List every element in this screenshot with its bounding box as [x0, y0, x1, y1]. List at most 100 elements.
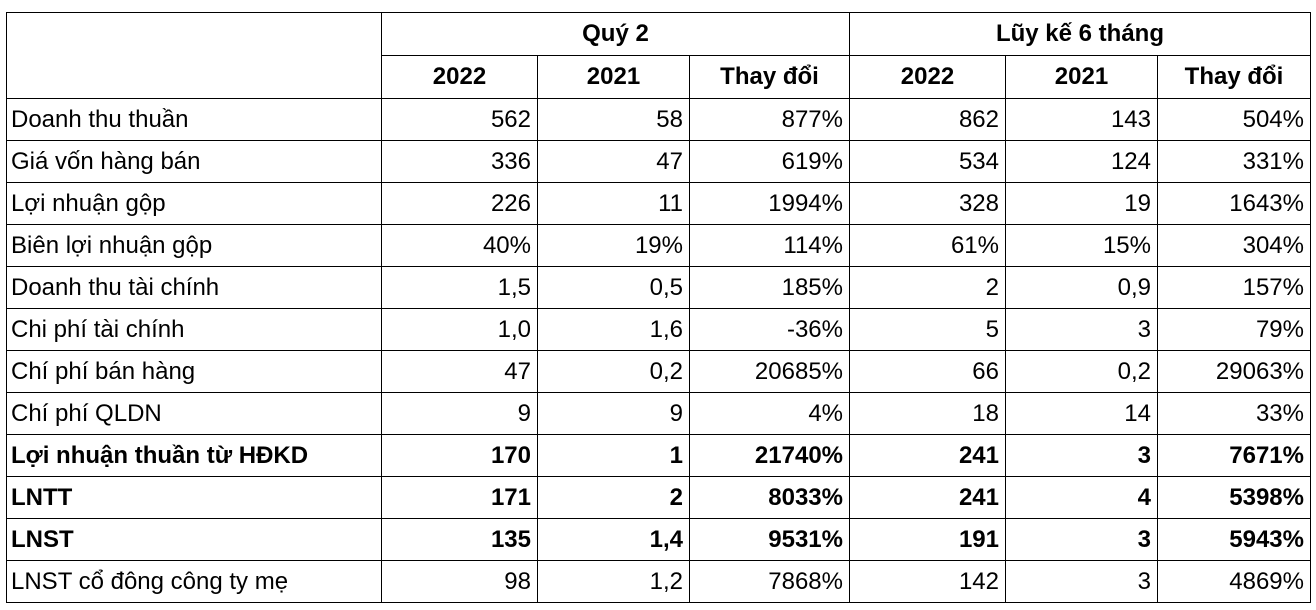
row-label: Biên lợi nhuận gộp: [6, 224, 382, 267]
financial-results-table: Quý 2 Lũy kế 6 tháng 2022 2021 Thay đổi …: [6, 12, 1311, 603]
sub-header-cell: 2021: [537, 55, 690, 99]
value-cell: 0,5: [537, 266, 690, 309]
row-label: LNST: [6, 518, 382, 561]
value-cell: 47: [381, 350, 538, 393]
value-cell: 0,2: [537, 350, 690, 393]
row-label: Doanh thu thuần: [6, 98, 382, 141]
value-cell: 20685%: [689, 350, 850, 393]
row-label: Chí phí bán hàng: [6, 350, 382, 393]
value-cell: 157%: [1157, 266, 1311, 309]
value-cell: 124: [1005, 140, 1158, 183]
row-label: LNTT: [6, 476, 382, 519]
row-label: Chi phí tài chính: [6, 308, 382, 351]
row-label: Giá vốn hàng bán: [6, 140, 382, 183]
value-cell: 226: [381, 182, 538, 225]
value-cell: 7671%: [1157, 434, 1311, 477]
value-cell: 3: [1005, 434, 1158, 477]
value-cell: 1,4: [537, 518, 690, 561]
corner-cell: [6, 12, 382, 99]
value-cell: 534: [849, 140, 1006, 183]
value-cell: 14: [1005, 392, 1158, 435]
value-cell: 5398%: [1157, 476, 1311, 519]
value-cell: 18: [849, 392, 1006, 435]
value-cell: 504%: [1157, 98, 1311, 141]
table-row: Doanh thu thuần 562 58 877% 862 143 504%: [6, 98, 1311, 141]
row-label: Doanh thu tài chính: [6, 266, 382, 309]
value-cell: 29063%: [1157, 350, 1311, 393]
value-cell: 19%: [537, 224, 690, 267]
value-cell: 191: [849, 518, 1006, 561]
sub-header-cell: 2022: [849, 55, 1006, 99]
value-cell: 11: [537, 182, 690, 225]
table-row: LNST cổ đông công ty mẹ 98 1,2 7868% 142 3 486…: [6, 560, 1311, 603]
table-row: Chí phí bán hàng 47 0,2 20685% 66 0,2 29063%: [6, 350, 1311, 393]
value-cell: 58: [537, 98, 690, 141]
value-cell: 61%: [849, 224, 1006, 267]
value-cell: 1994%: [689, 182, 850, 225]
value-cell: 185%: [689, 266, 850, 309]
value-cell: 21740%: [689, 434, 850, 477]
value-cell: 0,2: [1005, 350, 1158, 393]
value-cell: 241: [849, 476, 1006, 519]
table-row: Giá vốn hàng bán 336 47 619% 534 124 331%: [6, 140, 1311, 183]
value-cell: 142: [849, 560, 1006, 603]
value-cell: 5: [849, 308, 1006, 351]
value-cell: 1,5: [381, 266, 538, 309]
value-cell: 562: [381, 98, 538, 141]
row-label: LNST cổ đông công ty mẹ: [6, 560, 382, 603]
sub-header-cell: Thay đổi: [689, 55, 850, 99]
table-row: Chí phí QLDN 9 9 4% 18 14 33%: [6, 392, 1311, 435]
value-cell: 2: [537, 476, 690, 519]
table-row: Lợi nhuận gộp 226 11 1994% 328 19 1643%: [6, 182, 1311, 225]
value-cell: 47: [537, 140, 690, 183]
value-cell: -36%: [689, 308, 850, 351]
value-cell: 135: [381, 518, 538, 561]
value-cell: 619%: [689, 140, 850, 183]
value-cell: 0,9: [1005, 266, 1158, 309]
value-cell: 1,2: [537, 560, 690, 603]
table-body: Doanh thu thuần 562 58 877% 862 143 504% Giá vố…: [6, 98, 1311, 603]
value-cell: 9: [537, 392, 690, 435]
sub-header-cell: Thay đổi: [1157, 55, 1311, 99]
row-label: Lợi nhuận gộp: [6, 182, 382, 225]
value-cell: 2: [849, 266, 1006, 309]
table-row: LNST 135 1,4 9531% 191 3 5943%: [6, 518, 1311, 561]
value-cell: 4869%: [1157, 560, 1311, 603]
value-cell: 336: [381, 140, 538, 183]
value-cell: 4%: [689, 392, 850, 435]
value-cell: 877%: [689, 98, 850, 141]
value-cell: 98: [381, 560, 538, 603]
table-row: Lợi nhuận thuần từ HĐKD 170 1 21740% 241 3 767…: [6, 434, 1311, 477]
value-cell: 3: [1005, 308, 1158, 351]
value-cell: 3: [1005, 560, 1158, 603]
value-cell: 331%: [1157, 140, 1311, 183]
value-cell: 1,6: [537, 308, 690, 351]
value-cell: 9: [381, 392, 538, 435]
value-cell: 241: [849, 434, 1006, 477]
value-cell: 4: [1005, 476, 1158, 519]
row-label: Lợi nhuận thuần từ HĐKD: [6, 434, 382, 477]
value-cell: 114%: [689, 224, 850, 267]
table-row: Biên lợi nhuận gộp 40% 19% 114% 61% 15% 304%: [6, 224, 1311, 267]
value-cell: 40%: [381, 224, 538, 267]
value-cell: 8033%: [689, 476, 850, 519]
value-cell: 19: [1005, 182, 1158, 225]
group-header-six-months: Lũy kế 6 tháng: [849, 12, 1311, 56]
value-cell: 304%: [1157, 224, 1311, 267]
value-cell: 66: [849, 350, 1006, 393]
value-cell: 862: [849, 98, 1006, 141]
table-row: LNTT 171 2 8033% 241 4 5398%: [6, 476, 1311, 519]
row-label: Chí phí QLDN: [6, 392, 382, 435]
value-cell: 3: [1005, 518, 1158, 561]
table-row: Doanh thu tài chính 1,5 0,5 185% 2 0,9 157%: [6, 266, 1311, 309]
sub-header-cell: 2022: [381, 55, 538, 99]
value-cell: 170: [381, 434, 538, 477]
value-cell: 5943%: [1157, 518, 1311, 561]
value-cell: 171: [381, 476, 538, 519]
sub-header-cell: 2021: [1005, 55, 1158, 99]
value-cell: 1643%: [1157, 182, 1311, 225]
value-cell: 79%: [1157, 308, 1311, 351]
value-cell: 9531%: [689, 518, 850, 561]
table-row: Chi phí tài chính 1,0 1,6 -36% 5 3 79%: [6, 308, 1311, 351]
value-cell: 143: [1005, 98, 1158, 141]
